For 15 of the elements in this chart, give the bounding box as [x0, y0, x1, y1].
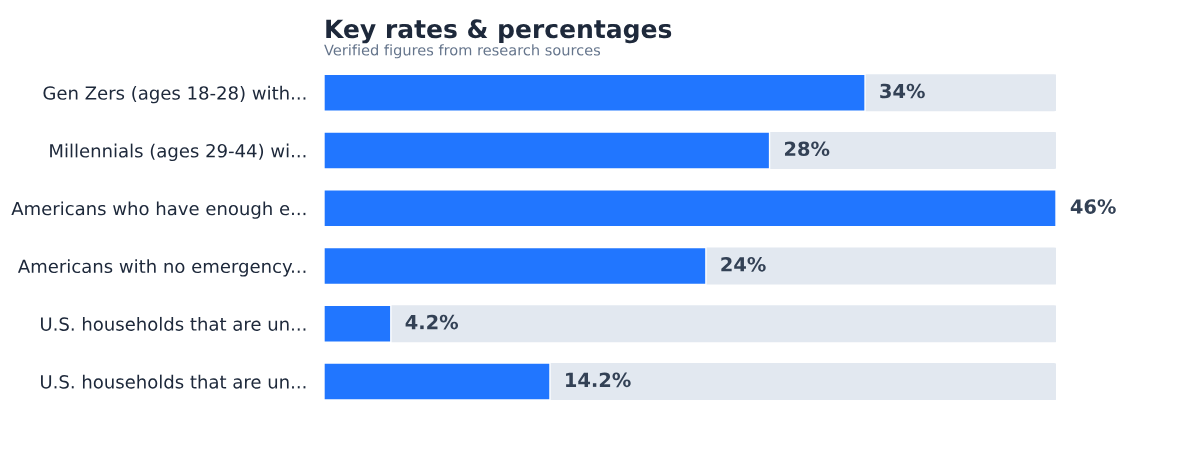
chart-title: Key rates & percentages: [326, 19, 672, 44]
data-label: 14.2%: [566, 372, 631, 388]
y-tick-label: Millennials (ages 29-44) wi...: [50, 143, 306, 162]
y-tick-label: Gen Zers (ages 18-28) with...: [43, 85, 306, 104]
data-label: 28%: [784, 141, 830, 157]
bar: [324, 304, 392, 343]
data-label: 4.2%: [405, 314, 459, 330]
data-label: 46%: [1070, 199, 1116, 214]
y-tick-label: U.S. households that are un...: [41, 374, 306, 389]
data-label: 24%: [721, 256, 766, 272]
chart-subtitle: Verified figures from research sources: [324, 44, 601, 59]
y-tick-label: Americans who have enough e...: [11, 201, 306, 219]
y-tick-label: Americans with no emergency...: [17, 259, 306, 277]
y-tick-label: U.S. households that are un...: [41, 316, 306, 331]
data-label: 34%: [880, 83, 925, 99]
